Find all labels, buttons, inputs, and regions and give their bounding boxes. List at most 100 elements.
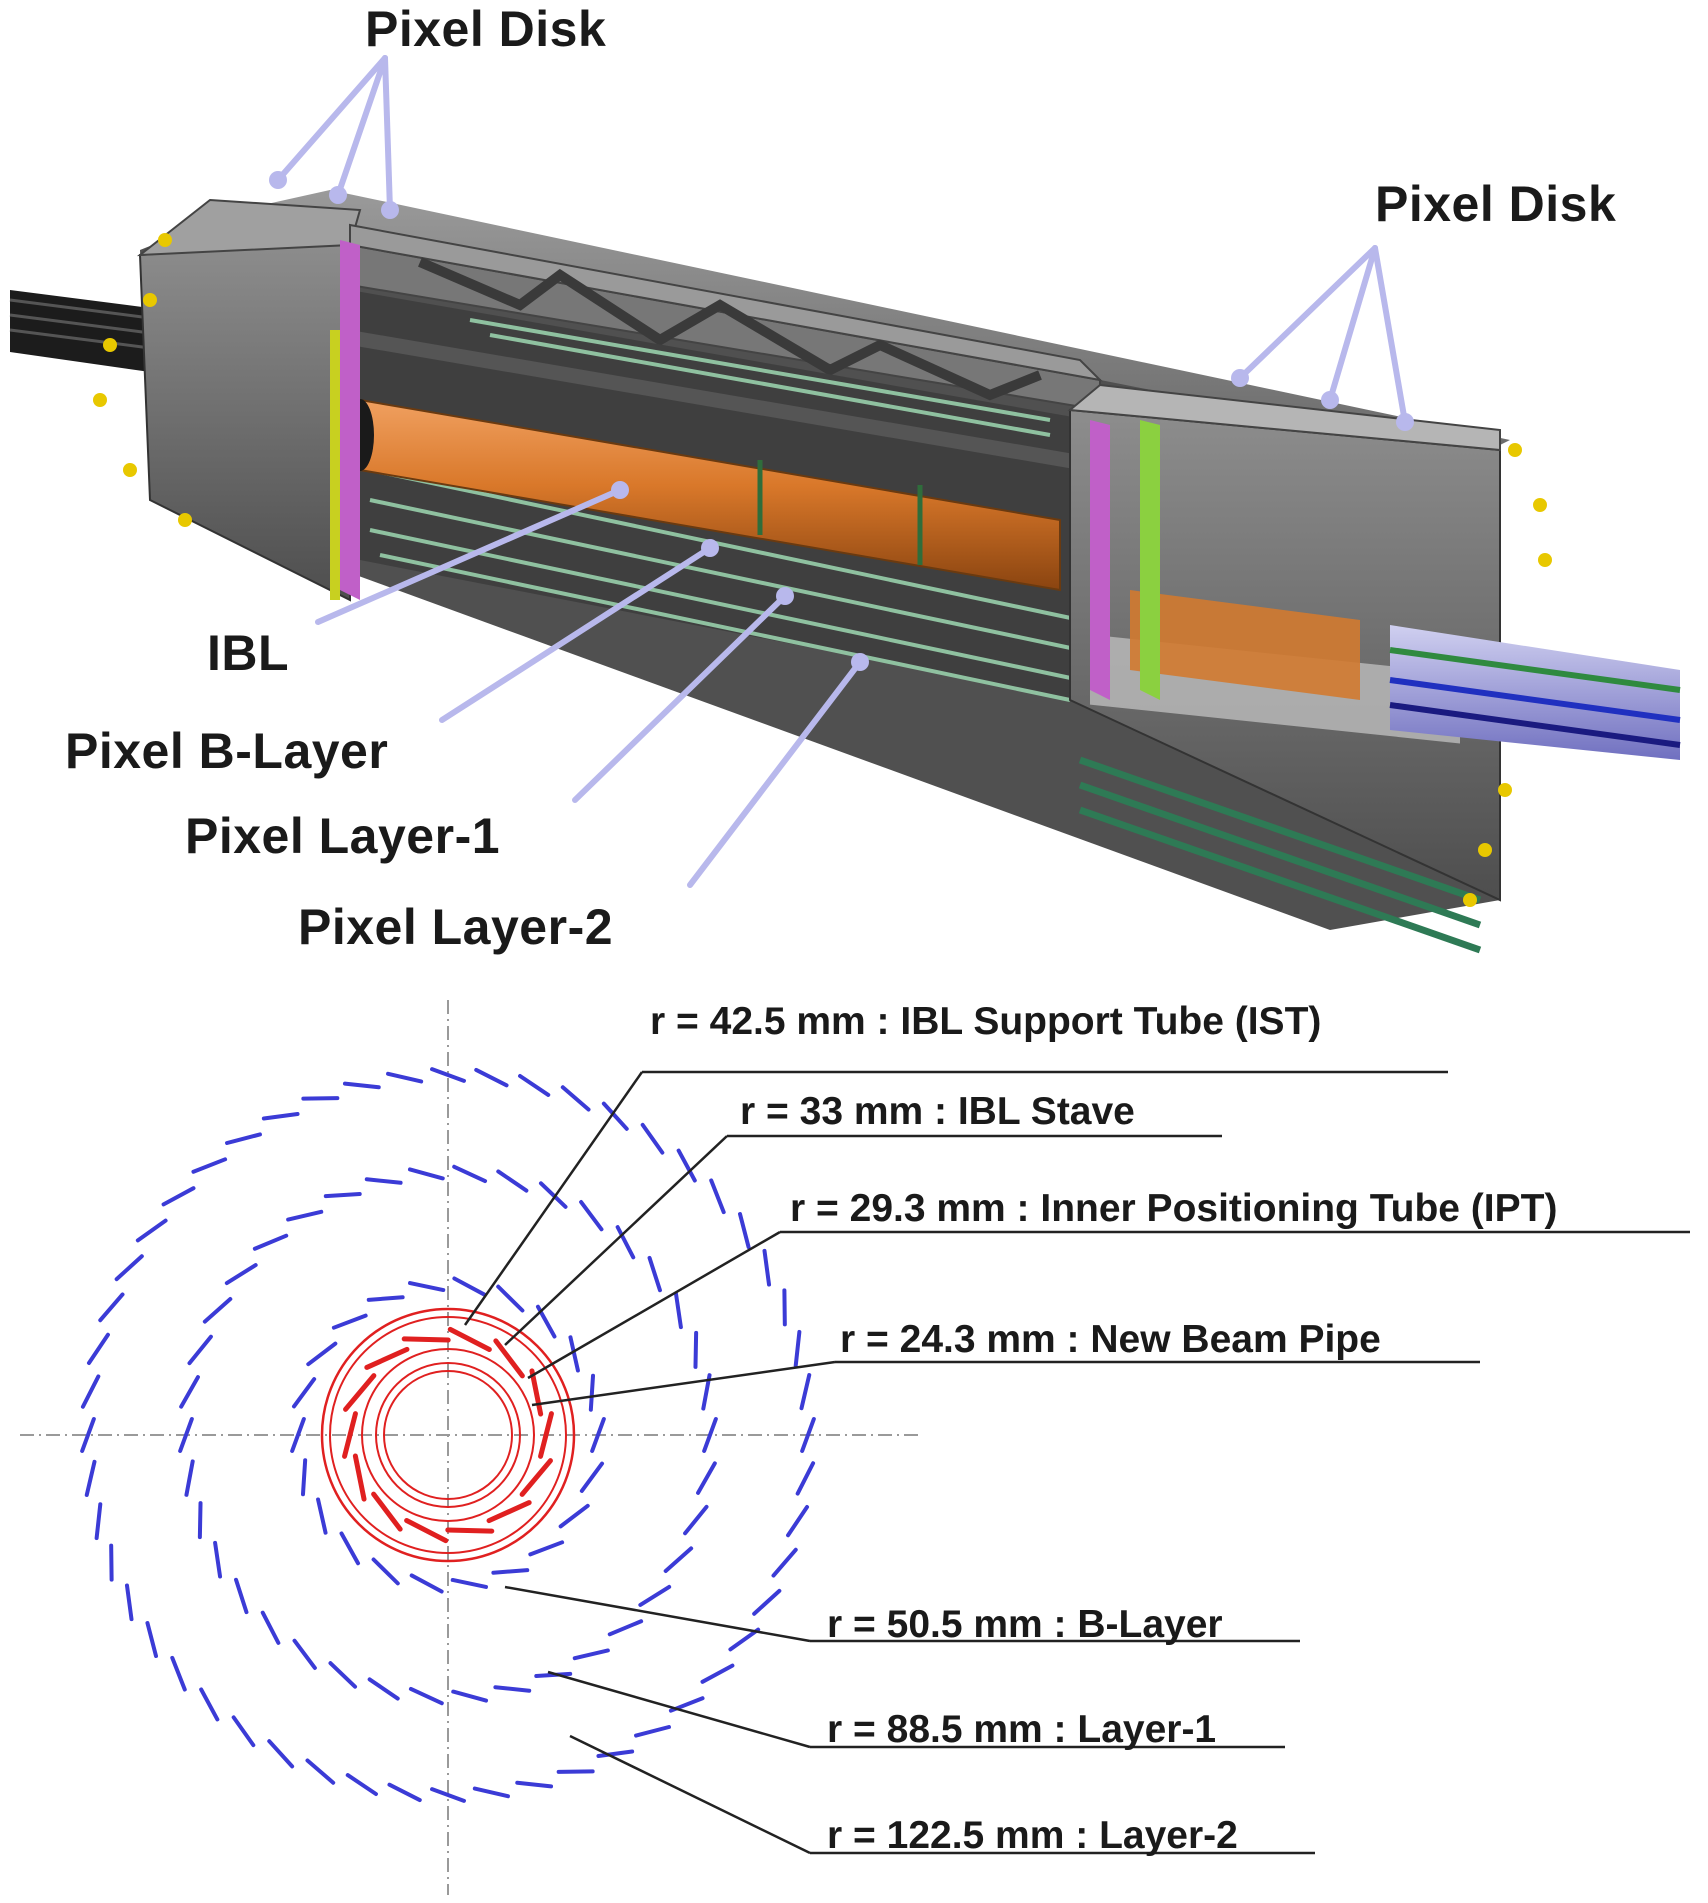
layer-2-stave	[799, 1373, 812, 1411]
beam-pipe-circle-inner	[383, 1370, 513, 1500]
layer-2-stave	[762, 1248, 772, 1287]
layer-2-stave	[800, 1417, 816, 1453]
ibl-stave	[401, 1336, 451, 1343]
radius-label-ipt: r = 29.3 mm : Inner Positioning Tube (IP…	[790, 1187, 1558, 1230]
ibl-stave	[538, 1411, 554, 1459]
layer-1-stave	[452, 1164, 488, 1184]
left-cable-bundle	[9, 290, 151, 372]
b-layer-stave	[371, 1557, 400, 1586]
ibl-staves-and-tubes	[320, 1307, 576, 1563]
layer-1-stave	[179, 1375, 200, 1409]
layer-2-stave	[161, 1186, 196, 1207]
layer-2-stave	[135, 1218, 168, 1243]
radius-label-ist: r = 42.5 mm : IBL Support Tube (IST)	[650, 1000, 1322, 1043]
ibl-stave	[352, 1453, 367, 1502]
pixel-layer-1-label: Pixel Layer-1	[185, 808, 501, 864]
layer-2-stave	[231, 1715, 256, 1748]
b-layer-stave	[306, 1341, 338, 1367]
layer-1-stave	[496, 1169, 529, 1193]
layer-1-stave	[647, 1255, 662, 1293]
layer-1-stave	[323, 1191, 362, 1199]
layer-1-stave	[696, 1461, 717, 1495]
layer-2-stave	[225, 1132, 262, 1146]
layer-2-stave	[267, 1739, 295, 1769]
layer-1-stave	[408, 1686, 444, 1706]
layer-1-stave	[538, 1181, 568, 1209]
layer-1-stave	[260, 1610, 281, 1645]
cross-section-diagram	[20, 1000, 1690, 1895]
layer-1-stave	[367, 1677, 400, 1701]
layer-2-stave	[737, 1212, 751, 1249]
ibl-stave	[447, 1326, 492, 1353]
b-layer-stave	[568, 1335, 580, 1373]
layer-2-stave	[199, 1687, 220, 1722]
layer-1-stave	[252, 1233, 289, 1251]
layer-2-stave	[634, 1724, 671, 1738]
layer-1-stave	[364, 1177, 403, 1185]
layer-1-stave	[286, 1209, 324, 1222]
layer-2-stave	[305, 1758, 336, 1785]
pixel-disk-label-right: Pixel Disk	[1375, 176, 1617, 232]
layer-2-stave	[793, 1329, 802, 1368]
layer-1-stave	[663, 1546, 694, 1573]
b-layer-stave	[491, 1568, 530, 1575]
layer-2-stave	[472, 1786, 510, 1799]
layer-2-stave	[795, 1461, 816, 1496]
pixel-disk-label-left: Pixel Disk	[365, 1, 607, 57]
ipt-circle	[361, 1348, 535, 1522]
layer-1-stave	[213, 1540, 223, 1579]
radius-label-beam-pipe: r = 24.3 mm : New Beam Pipe	[840, 1318, 1381, 1361]
layer-1-stave	[292, 1638, 317, 1670]
b-layer-stave	[339, 1531, 361, 1566]
layer-1-stave	[702, 1417, 718, 1453]
radius-label-ibl-stave: r = 33 mm : IBL Stave	[740, 1090, 1135, 1133]
b-layer-stave	[366, 1295, 405, 1302]
layer-2-stave	[518, 1073, 551, 1097]
layer-2-stave	[786, 1505, 810, 1538]
ibl-stave	[493, 1338, 525, 1379]
beam-pipe-circle	[375, 1362, 521, 1508]
layer-2-stave	[124, 1583, 134, 1622]
layer-2-stave	[387, 1782, 422, 1803]
b-layer-stave	[408, 1281, 446, 1293]
layer-1-stave	[493, 1685, 532, 1693]
layer-1-stave	[187, 1334, 213, 1366]
layer-1-stave	[572, 1648, 610, 1661]
b-layer-stave	[316, 1497, 328, 1535]
ibl-stave	[445, 1527, 495, 1534]
barrel-staves	[369, 318, 1081, 702]
layer-2-stave	[191, 1157, 228, 1174]
layer-1-stave	[615, 1225, 636, 1260]
layer-2-stave	[771, 1547, 798, 1578]
layer-1-stave	[178, 1417, 194, 1453]
layer-2-stave	[676, 1148, 697, 1183]
b-layer-stave	[452, 1276, 487, 1297]
ibl-stave	[371, 1491, 403, 1532]
pixel-layer-2-label: Pixel Layer-2	[298, 899, 614, 955]
layer-1-stave	[407, 1167, 445, 1181]
b-layer-stave	[590, 1417, 606, 1453]
b-layer-stave	[300, 1458, 308, 1497]
layer-1-stave	[683, 1504, 709, 1536]
ibl-stave	[519, 1458, 553, 1497]
leader-lines-bottom	[463, 1070, 1690, 1855]
layer-2-stave	[98, 1292, 125, 1323]
layer-1-stave	[534, 1671, 573, 1679]
radius-label-b-layer: r = 50.5 mm : B-Layer	[827, 1603, 1223, 1646]
layer-1-stave	[328, 1661, 358, 1689]
b-layer-stave	[450, 1577, 488, 1589]
outer-layer-staves	[80, 1067, 816, 1803]
layer-2-stave	[261, 1111, 300, 1121]
layer-2-stave	[700, 1663, 735, 1684]
ibl-stave	[364, 1346, 410, 1370]
leader-dots-top	[269, 171, 1414, 671]
layer-2-stave	[80, 1417, 96, 1453]
layer-2-stave	[430, 1067, 466, 1083]
ist-circle	[320, 1307, 576, 1563]
b-layer-stave	[291, 1377, 317, 1409]
layer-1-stave	[234, 1577, 249, 1615]
truss-struts	[418, 257, 1042, 401]
b-layer-stave	[496, 1284, 525, 1313]
layer-1-stave	[607, 1619, 644, 1637]
